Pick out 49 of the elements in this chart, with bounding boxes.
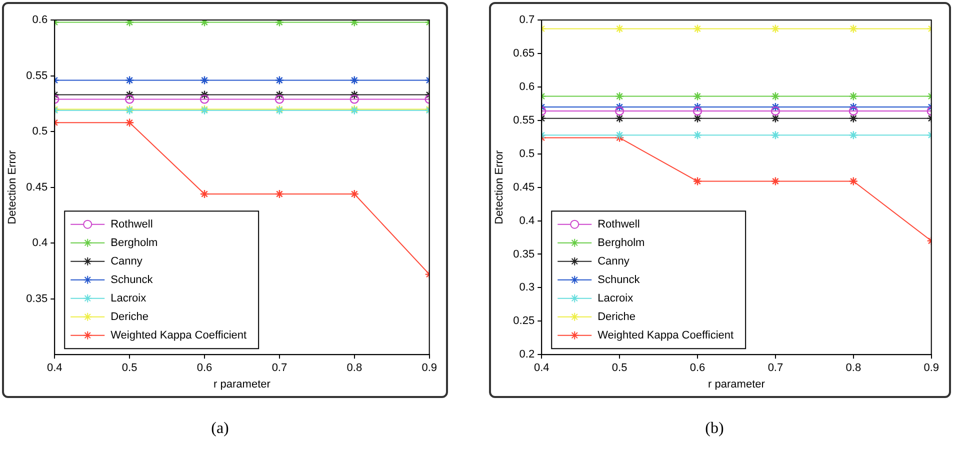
- x-tick-label: 0.4: [534, 362, 550, 374]
- y-tick-label: 0.3: [519, 282, 535, 294]
- legend-label: Weighted Kappa Coefficient: [110, 329, 247, 342]
- x-tick-label: 0.7: [272, 362, 288, 374]
- y-tick-label: 0.6: [519, 80, 535, 93]
- y-axis-title: Detection Error: [494, 150, 506, 224]
- text: (a): [210, 420, 230, 438]
- legend-label: Lacroix: [110, 292, 147, 304]
- x-axis-title: r parameter: [708, 378, 766, 390]
- y-tick-label: 0.55: [26, 70, 48, 82]
- y-tick-label: 0.25: [513, 315, 535, 328]
- y-tick-label: 0.5: [32, 126, 48, 138]
- x-tick-label: 0.9: [422, 362, 438, 374]
- y-tick-label: 0.7: [519, 14, 535, 26]
- legend-label: Schunck: [598, 274, 640, 286]
- legend-label: Canny: [110, 255, 143, 268]
- x-tick-label: 0.8: [346, 362, 362, 374]
- y-tick-label: 0.6: [32, 14, 48, 26]
- y-tick-label: 0.45: [26, 181, 48, 194]
- x-tick-label: 0.6: [196, 362, 212, 374]
- legend-label: Lacroix: [598, 292, 634, 304]
- y-tick-label: 0.4: [32, 237, 48, 250]
- y-tick-label: 0.4: [519, 214, 535, 227]
- y-tick-label: 0.35: [26, 292, 48, 305]
- x-tick-label: 0.9: [924, 362, 940, 374]
- y-tick-label: 0.55: [513, 114, 535, 126]
- legend-label: Deriche: [598, 310, 636, 323]
- y-tick-label: 0.2: [519, 348, 535, 361]
- y-tick-label: 0.5: [519, 148, 535, 160]
- y-tick-label: 0.45: [513, 181, 535, 194]
- x-tick-label: 0.4: [46, 362, 62, 374]
- x-axis-title: r parameter: [214, 378, 271, 390]
- x-tick-label: 0.5: [122, 362, 138, 374]
- legend-label: Schunck: [110, 274, 154, 286]
- legend-label: Bergholm: [110, 236, 158, 249]
- text: (b): [704, 420, 725, 438]
- legend-label: Bergholm: [598, 236, 645, 249]
- legend-label: Rothwell: [598, 218, 640, 230]
- x-tick-label: 0.7: [768, 362, 784, 374]
- y-tick-label: 0.65: [513, 47, 535, 60]
- legend-label: Deriche: [110, 310, 149, 323]
- legend-label: Weighted Kappa Coefficient: [598, 329, 734, 342]
- y-tick-label: 0.35: [513, 248, 535, 260]
- legend-label: Rothwell: [110, 218, 153, 230]
- legend-label: Canny: [598, 255, 630, 268]
- x-tick-label: 0.5: [612, 362, 628, 374]
- y-axis-title: Detection Error: [6, 150, 19, 224]
- x-tick-label: 0.8: [846, 362, 862, 374]
- x-tick-label: 0.6: [690, 362, 706, 374]
